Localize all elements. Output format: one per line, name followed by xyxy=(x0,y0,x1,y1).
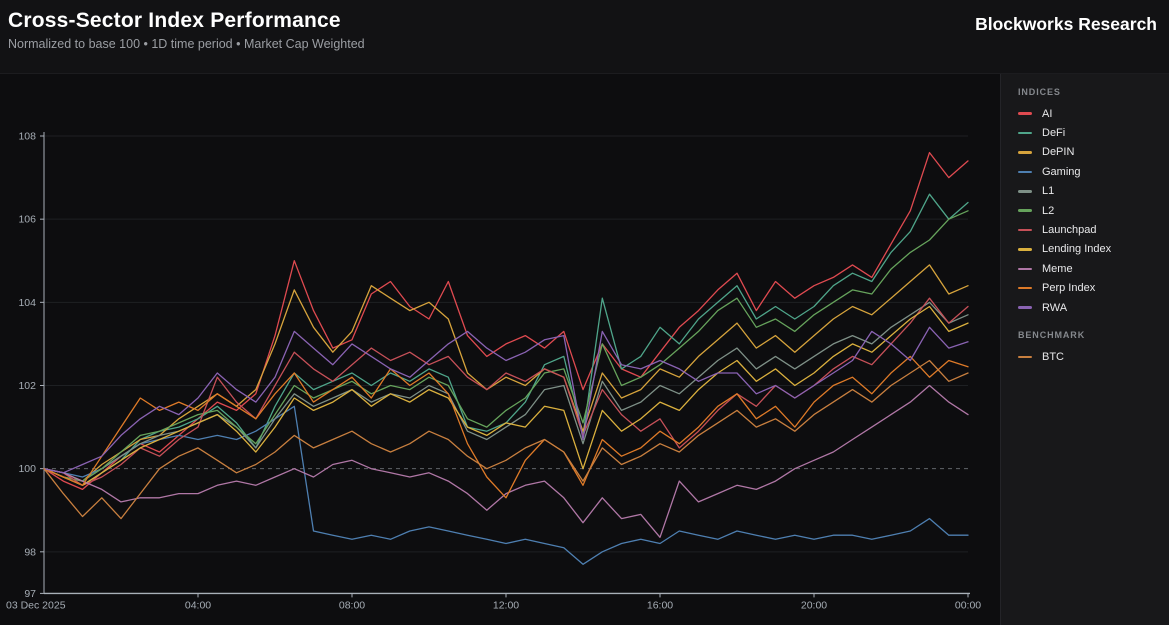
x-tick-label: 00:00 xyxy=(955,599,981,611)
series-line-defi[interactable] xyxy=(43,193,969,486)
legend-indices-list: AI DeFi DePIN Gaming L1 L2 Launchpad Lending In… xyxy=(1018,104,1159,317)
legend-indices-heading: INDICES xyxy=(1018,87,1061,97)
legend-item-label: Launchpad xyxy=(1042,224,1097,237)
legend-swatch xyxy=(1018,151,1032,154)
x-tick-label: 08:00 xyxy=(339,599,365,611)
y-tick-label: 102 xyxy=(18,380,36,392)
legend-item-perp-index[interactable]: Perp Index xyxy=(1018,279,1159,298)
y-tick-label: 97 xyxy=(24,588,36,600)
legend-item-label: Perp Index xyxy=(1042,282,1096,295)
series-line-perp-index[interactable] xyxy=(43,355,969,499)
legend-item-label: Lending Index xyxy=(1042,243,1112,256)
legend-swatch xyxy=(1018,306,1032,309)
header: Cross-Sector Index Performance Normalize… xyxy=(0,0,1169,73)
x-tick-label: 16:00 xyxy=(647,599,673,611)
performance-line-chart[interactable]: 97 98 100 102 104 106 108 04:00 08:00 12:00 16:00 2… xyxy=(0,74,1000,625)
legend-item-lending-index[interactable]: Lending Index xyxy=(1018,240,1159,259)
series-line-l2[interactable] xyxy=(43,210,969,482)
legend-benchmark-heading: BENCHMARK xyxy=(1018,330,1086,341)
legend-item-depin[interactable]: DePIN xyxy=(1018,143,1159,162)
legend-item-gaming[interactable]: Gaming xyxy=(1018,162,1159,181)
legend-swatch xyxy=(1018,355,1032,359)
legend-item-defi[interactable]: DeFi xyxy=(1018,123,1159,142)
brand-logo: Blockworks Research xyxy=(975,14,1157,34)
x-tick-label: 04:00 xyxy=(185,599,211,611)
y-tick-label: 100 xyxy=(18,463,36,475)
legend-item-label: BTC xyxy=(1042,350,1064,363)
legend-item-l2[interactable]: L2 xyxy=(1018,201,1159,220)
legend-swatch xyxy=(1018,286,1032,290)
header-titles: Cross-Sector Index Performance Normalize… xyxy=(0,0,365,51)
legend-swatch xyxy=(1018,170,1032,174)
legend-swatch xyxy=(1018,248,1032,251)
page-title: Cross-Sector Index Performance xyxy=(8,9,341,32)
legend-panel: INDICES AI DeFi DePIN Gaming L1 L2 Launchpad Le… xyxy=(1000,74,1169,625)
legend-swatch xyxy=(1018,209,1032,212)
legend-item-meme[interactable]: Meme xyxy=(1018,259,1159,278)
series-line-meme[interactable] xyxy=(43,384,969,538)
x-tick-label: 12:00 xyxy=(493,599,519,611)
series-line-depin[interactable] xyxy=(43,264,969,482)
chart-region: 97 98 100 102 104 106 108 04:00 08:00 12:00 16:00 2… xyxy=(0,73,1169,625)
legend-swatch xyxy=(1018,131,1032,135)
legend-item-label: RWA xyxy=(1042,301,1068,314)
legend-swatch xyxy=(1018,190,1032,193)
x-axis-date-label: 03 Dec 2025 xyxy=(6,599,66,611)
legend-item-launchpad[interactable]: Launchpad xyxy=(1018,220,1159,239)
legend-item-rwa[interactable]: RWA xyxy=(1018,298,1159,317)
legend-swatch xyxy=(1018,112,1032,115)
series-line-lending-index[interactable] xyxy=(43,305,969,486)
y-tick-label: 104 xyxy=(18,297,36,309)
legend-item-label: DePIN xyxy=(1042,146,1075,159)
legend-item-label: Meme xyxy=(1042,262,1073,275)
legend-item-btc[interactable]: BTC xyxy=(1018,347,1159,366)
x-tick-label: 20:00 xyxy=(801,599,827,611)
y-tick-label: 106 xyxy=(18,214,36,226)
legend-swatch xyxy=(1018,267,1032,271)
legend-item-label: Gaming xyxy=(1042,165,1081,178)
series-line-ai[interactable] xyxy=(43,151,969,491)
legend-benchmark-list: BTC xyxy=(1018,347,1159,366)
legend-item-label: L2 xyxy=(1042,204,1055,217)
legend-swatch xyxy=(1018,228,1032,232)
series-line-launchpad[interactable] xyxy=(43,297,969,486)
y-tick-label: 108 xyxy=(18,131,36,143)
page-subtitle: Normalized to base 100 • 1D time period … xyxy=(8,37,365,51)
series-line-btc[interactable] xyxy=(43,359,969,520)
legend-item-label: AI xyxy=(1042,107,1053,120)
series-line-gaming[interactable] xyxy=(43,405,969,565)
legend-item-l1[interactable]: L1 xyxy=(1018,182,1159,201)
legend-item-ai[interactable]: AI xyxy=(1018,104,1159,123)
legend-item-label: DeFi xyxy=(1042,127,1066,140)
series-line-rwa[interactable] xyxy=(43,326,969,474)
y-tick-label: 98 xyxy=(24,546,36,558)
legend-item-label: L1 xyxy=(1042,185,1055,198)
